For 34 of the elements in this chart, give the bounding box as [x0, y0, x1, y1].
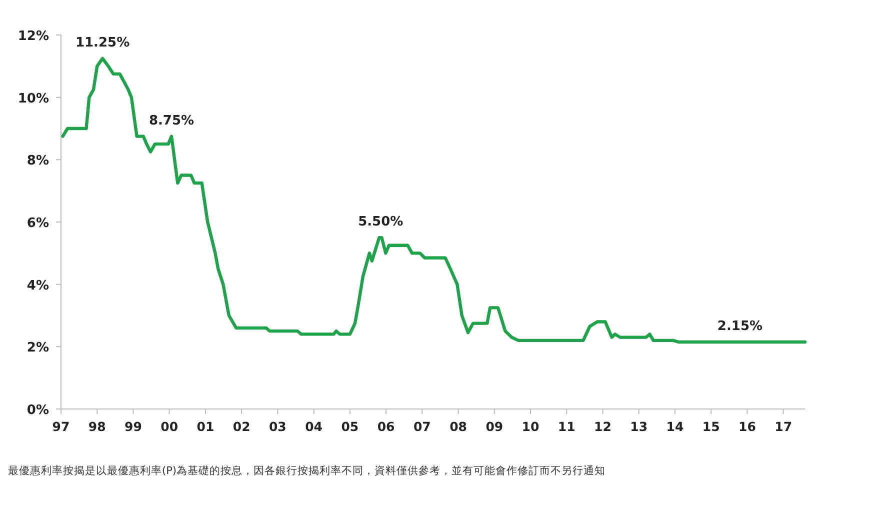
y-tick-label: 0%	[26, 403, 49, 418]
x-tick-label: 17	[774, 419, 792, 434]
x-tick-label: 10	[522, 419, 540, 434]
x-tick-label: 15	[702, 419, 720, 434]
x-tick-label: 04	[305, 419, 323, 434]
x-tick-label: 03	[268, 419, 286, 434]
x-tick-label: 11	[558, 419, 576, 434]
x-tick-label: 09	[486, 419, 504, 434]
x-tick-label: 05	[341, 419, 359, 434]
text: 最優惠利率按揭是以最優惠利率(P)為基礎的按息，因各銀行按揭利率不同，資料僅供參考，並有可能會作修訂而不另行通知	[8, 464, 606, 477]
x-tick-label: 99	[124, 419, 142, 434]
x-tick-label: 01	[196, 419, 214, 434]
annotation: 2.15%	[717, 318, 763, 334]
x-tick-label: 97	[52, 419, 70, 434]
x-tick-label: 12	[594, 419, 612, 434]
y-tick-label: 12%	[18, 29, 49, 44]
annotation: 11.25%	[75, 35, 130, 50]
x-tick-label: 16	[738, 419, 756, 434]
x-tick-label: 98	[88, 419, 106, 434]
x-tick-label: 08	[450, 419, 467, 434]
y-tick-label: 4%	[26, 278, 49, 294]
line-series	[61, 56, 807, 344]
x-tick-label: 02	[232, 419, 250, 434]
x-tick-label: 00	[160, 419, 178, 434]
annotation: 8.75%	[148, 113, 194, 128]
x-tick-label: 13	[630, 419, 648, 434]
x-tick-label: 14	[666, 419, 684, 434]
y-tick-label: 2%	[26, 340, 49, 356]
annotation: 5.50%	[358, 214, 404, 230]
y-tick-label: 6%	[26, 216, 49, 231]
x-tick-label: 07	[413, 419, 431, 434]
y-tick-label: 10%	[18, 91, 49, 106]
x-tick-label: 06	[377, 419, 396, 434]
y-tick-label: 8%	[26, 154, 49, 169]
